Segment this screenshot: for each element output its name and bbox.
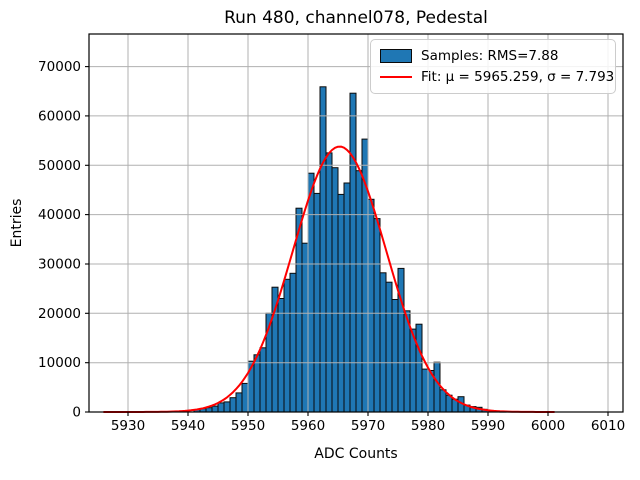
y-tick-label: 20000 [38, 306, 81, 322]
histogram-bar [415, 323, 423, 413]
histogram-bar [325, 152, 333, 413]
histogram-bar [355, 170, 363, 413]
histogram-bar [385, 281, 393, 413]
histogram-bar [259, 347, 267, 413]
x-tick-label: 5960 [291, 418, 325, 434]
histogram-bar [337, 193, 345, 413]
histogram-bar [277, 298, 285, 413]
y-tick-label: 10000 [38, 355, 81, 371]
histogram-bar [319, 86, 327, 413]
x-tick-label: 5940 [171, 418, 205, 434]
histogram-bar [313, 192, 321, 413]
histogram-bar [253, 354, 261, 413]
histogram-bar [289, 272, 297, 413]
histogram-bar [205, 407, 213, 413]
x-tick-label: 5950 [231, 418, 265, 434]
histogram-bar [211, 405, 219, 413]
y-tick-label: 40000 [38, 207, 81, 223]
x-axis-label: ADC Counts [314, 446, 398, 462]
histogram-bar [391, 299, 399, 413]
histogram-swatch-icon [380, 48, 412, 63]
legend-label: Fit: μ = 5965.259, σ = 7.793 [421, 69, 615, 86]
histogram-bar [223, 401, 231, 413]
histogram-bar [439, 389, 447, 413]
legend-item-samples: Samples: RMS=7.88 [380, 48, 606, 64]
x-tick-label: 5970 [351, 418, 385, 434]
legend-label: Samples: RMS=7.88 [421, 47, 559, 64]
x-tick-label: 5930 [111, 418, 145, 434]
histogram-bar [331, 167, 339, 413]
histogram-bar [301, 242, 309, 413]
histogram-bar [307, 172, 315, 413]
histogram-bar [217, 402, 225, 413]
x-tick-label: 5990 [471, 418, 505, 434]
y-tick-label: 0 [72, 405, 81, 421]
histogram-bar [343, 182, 351, 413]
legend: Samples: RMS=7.88 Fit: μ = 5965.259, σ =… [370, 39, 616, 94]
histogram-bar [367, 198, 375, 413]
x-tick-label: 6010 [591, 418, 625, 434]
fit-line-swatch-icon [380, 76, 412, 79]
histogram-bar [283, 278, 291, 413]
y-tick-label: 70000 [38, 59, 81, 75]
x-tick-label: 6000 [531, 418, 565, 434]
histogram-bar [433, 361, 441, 413]
fit-curve [103, 145, 555, 413]
histogram-bar [379, 272, 387, 413]
histogram-bar [235, 392, 243, 413]
axes-frame [88, 33, 624, 413]
histogram-bar [229, 397, 237, 413]
histogram-bar [241, 382, 249, 413]
histogram-bar [421, 368, 429, 413]
y-tick-label: 30000 [38, 257, 81, 273]
chart-title: Run 480, channel078, Pedestal [224, 8, 488, 28]
y-tick-label: 60000 [38, 108, 81, 124]
legend-item-fit: Fit: μ = 5965.259, σ = 7.793 [380, 69, 614, 85]
histogram-bar [349, 92, 357, 413]
histogram-bar [373, 218, 381, 413]
y-tick-label: 50000 [38, 158, 81, 174]
x-tick-label: 5980 [411, 418, 445, 434]
